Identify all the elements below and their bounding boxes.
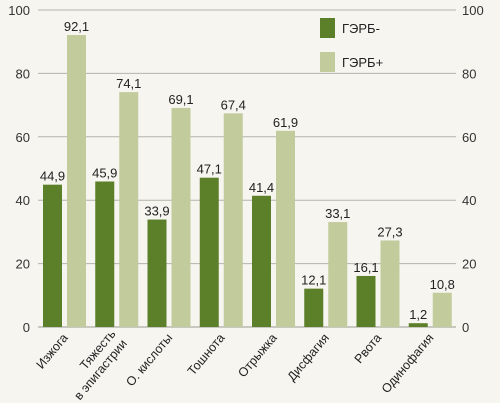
bar-gerb-plus (67, 35, 86, 327)
bar-gerb-minus (199, 177, 219, 327)
data-label: 10,8 (430, 277, 455, 292)
data-label: 1,2 (409, 307, 427, 322)
x-category-label-line: Дисфагия (285, 331, 333, 384)
x-category-label-line: Отрыжка (235, 331, 279, 380)
data-label: 61,9 (273, 115, 298, 130)
x-category-label-line: О. кислоты (123, 331, 175, 389)
x-category-label: Тошнота (185, 331, 228, 378)
bar-gerb-minus (252, 195, 271, 327)
data-label: 12,1 (301, 273, 326, 288)
bar-gerb-minus (95, 181, 115, 327)
legend: ГЭРБ- ГЭРБ+ (320, 18, 383, 72)
data-label: 16,1 (353, 260, 378, 275)
x-category-label: Изжога (34, 331, 71, 372)
bar-gerb-minus (304, 288, 324, 327)
data-label: 33,9 (144, 204, 169, 219)
legend-label: ГЭРБ+ (342, 55, 383, 70)
x-category-label-line: Рвота (352, 331, 385, 366)
data-label: 74,1 (116, 76, 141, 91)
y-tick-label-left: 80 (16, 66, 30, 81)
y-tick-label-right: 0 (462, 320, 469, 335)
y-tick-label-right: 20 (462, 257, 476, 272)
bar-gerb-plus (223, 113, 243, 327)
data-labels: 44,9 92,1 45,9 74,1 33,9 69,1 47,1 67,4 41,4 61,9… (40, 19, 455, 322)
x-category-label: Рвота (352, 331, 385, 366)
bar-gerb-minus (356, 275, 376, 327)
data-label: 44,9 (40, 169, 65, 184)
bar-gerb-plus (380, 240, 400, 327)
y-tick-label-left: 20 (16, 257, 30, 272)
data-label: 92,1 (64, 19, 89, 34)
data-label: 41,4 (249, 180, 274, 195)
legend-swatch-gerb-plus (320, 52, 335, 72)
data-label: 47,1 (197, 162, 222, 177)
y-tick-label-right: 60 (462, 130, 476, 145)
bars (43, 35, 452, 327)
legend-swatch-gerb-minus (320, 18, 335, 38)
x-category-label: Дисфагия (285, 331, 333, 384)
y-tick-label-right: 80 (462, 66, 476, 81)
x-category-label: Отрыжка (235, 331, 279, 380)
bar-gerb-plus (328, 222, 348, 327)
bar-gerb-plus (276, 130, 295, 327)
data-label: 67,4 (221, 97, 246, 112)
bar-gerb-plus (171, 107, 191, 327)
x-category-label-line: Тошнота (185, 331, 228, 378)
legend-label: ГЭРБ- (342, 21, 380, 36)
x-category-label-line: Изжога (34, 331, 71, 372)
x-category-label-line: Одинофагия (379, 331, 437, 396)
y-tick-label-right: 100 (462, 3, 484, 18)
bar-gerb-minus (408, 323, 428, 327)
data-label: 27,3 (377, 224, 402, 239)
y-tick-label-left: 100 (8, 3, 30, 18)
x-category-label: Одинофагия (379, 331, 437, 396)
bar-gerb-minus (43, 184, 62, 327)
bar-gerb-plus (432, 292, 452, 327)
y-tick-label-left: 60 (16, 130, 30, 145)
y-tick-label-right: 40 (462, 193, 476, 208)
y-axis-ticks: 0 0 20 20 40 40 60 60 80 80 100 100 (8, 3, 483, 335)
y-tick-label-left: 0 (23, 320, 30, 335)
data-label: 33,1 (325, 206, 350, 221)
x-category-label: Тяжестьв эпигастрии (60, 327, 130, 403)
bar-gerb-plus (119, 92, 139, 327)
y-tick-label-left: 40 (16, 193, 30, 208)
data-label: 45,9 (92, 165, 117, 180)
data-label: 69,1 (168, 92, 193, 107)
x-category-label: О. кислоты (123, 331, 175, 389)
bar-gerb-minus (147, 219, 167, 327)
